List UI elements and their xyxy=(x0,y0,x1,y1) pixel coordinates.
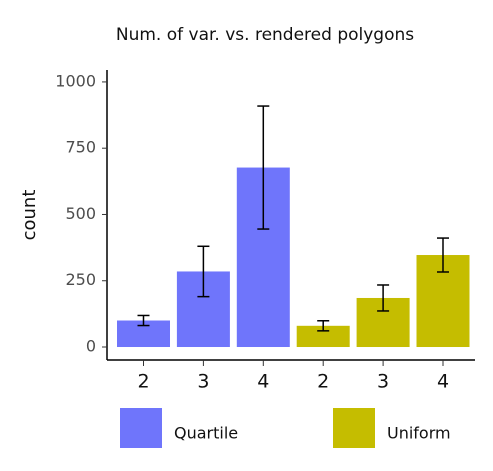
x-tick-label: 2 xyxy=(317,371,329,393)
x-tick-label: 3 xyxy=(377,371,389,393)
y-tick-label: 500 xyxy=(65,204,96,223)
error-bar xyxy=(317,320,330,332)
x-tick-label: 2 xyxy=(137,371,149,393)
y-tick-label: 750 xyxy=(65,138,96,157)
legend-label: Quartile xyxy=(174,424,238,443)
legend-swatch xyxy=(333,408,375,448)
error-bar xyxy=(137,314,150,327)
error-bar xyxy=(377,284,390,312)
error-bar xyxy=(257,105,270,230)
chart-title: Num. of var. vs. rendered polygons xyxy=(116,25,414,45)
legend-label: Uniform xyxy=(387,424,451,443)
x-tick-label: 3 xyxy=(197,371,209,393)
y-axis-label: count xyxy=(19,190,40,241)
y-tick-label: 0 xyxy=(86,337,96,356)
x-tick-label: 4 xyxy=(257,371,269,393)
error-bar xyxy=(437,237,449,273)
error-bar xyxy=(197,245,210,298)
y-tick-label: 250 xyxy=(65,270,96,289)
legend-swatch xyxy=(120,408,162,448)
bar xyxy=(296,325,350,348)
x-tick-label: 4 xyxy=(437,371,449,393)
y-tick-label: 1000 xyxy=(55,71,96,90)
